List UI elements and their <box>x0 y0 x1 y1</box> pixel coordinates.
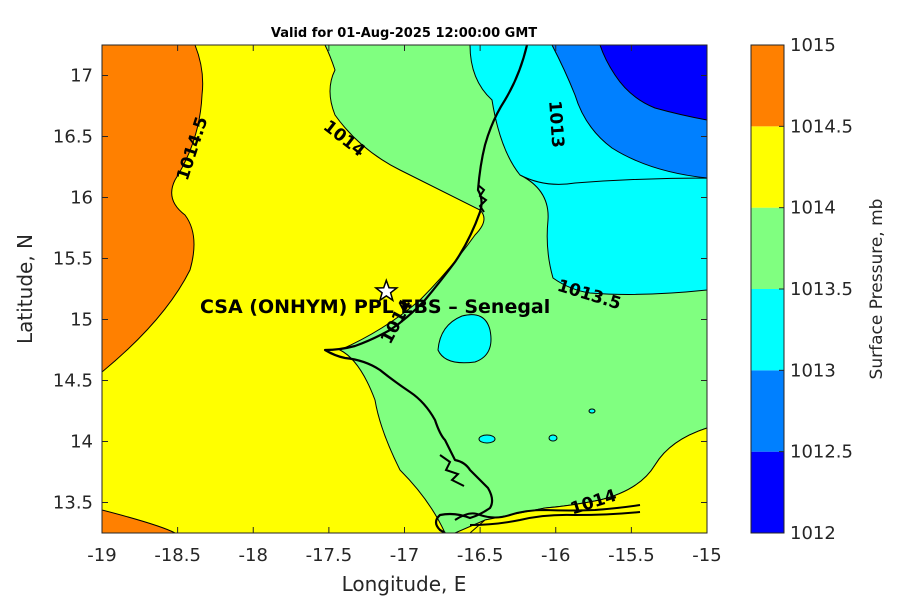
y-tick-label: 17 <box>70 66 93 87</box>
site-marker: CSA (ONHYM) PPL EBS – Senegal <box>200 278 550 318</box>
pressure-small-cell-2 <box>548 434 558 442</box>
coastline-delta <box>477 184 488 213</box>
colorbar-swatch <box>751 126 784 208</box>
x-tick-label: -18 <box>239 545 268 566</box>
gambia-border-south <box>469 511 641 526</box>
y-tick-label: 14 <box>70 432 93 453</box>
map-plot-area <box>102 45 707 533</box>
colorbar: 1012 1012.5 1013 1013.5 1014 1014.5 1015 <box>750 35 853 544</box>
pressure-small-cell-1 <box>478 434 496 444</box>
site-label: CSA (ONHYM) PPL EBS – Senegal <box>200 296 550 318</box>
y-tick-label: 15 <box>70 310 93 331</box>
y-tick-label: 14.5 <box>53 371 93 392</box>
colorbar-tick-label: 1013.5 <box>790 279 853 300</box>
contour-label: 1013 <box>544 100 567 149</box>
pressure-band-1012 <box>599 45 707 121</box>
x-axis-label: Longitude, E <box>342 572 467 596</box>
y-axis-label: Latitude, N <box>13 234 37 344</box>
colorbar-tick-label: 1015 <box>790 35 836 56</box>
y-tick-label: 16 <box>70 188 93 209</box>
colorbar-swatch <box>751 207 784 289</box>
x-tick-label: -18.5 <box>154 545 201 566</box>
coastline <box>323 45 529 533</box>
x-tick-label: -16 <box>541 545 570 566</box>
colorbar-tick-label: 1014 <box>790 198 836 219</box>
x-tick-label: -15 <box>692 545 721 566</box>
gambia-border <box>454 504 641 521</box>
coastline-islands <box>439 454 465 487</box>
colorbar-tick-label: 1013 <box>790 360 836 381</box>
y-axis-ticks: 13.5 14 14.5 15 15.5 16 16.5 17 <box>53 66 707 514</box>
colorbar-swatch <box>751 451 784 533</box>
colorbar-tick-label: 1012.5 <box>790 442 853 463</box>
y-tick-label: 15.5 <box>53 249 93 270</box>
x-tick-label: -17.5 <box>306 545 353 566</box>
chart-title: Valid for 01-Aug-2025 12:00:00 GMT <box>271 26 537 41</box>
pressure-small-cell-3 <box>588 408 596 414</box>
colorbar-swatch <box>751 289 784 371</box>
x-tick-label: -15.5 <box>608 545 655 566</box>
pressure-band-1014-5-northwest <box>102 45 204 373</box>
x-tick-label: -19 <box>87 545 116 566</box>
colorbar-tick-label: 1014.5 <box>790 116 853 137</box>
y-tick-label: 13.5 <box>53 493 93 514</box>
colorbar-swatch <box>751 45 784 127</box>
pressure-low-cell <box>437 314 492 364</box>
y-tick-label: 16.5 <box>53 127 93 148</box>
x-tick-label: -17 <box>390 545 419 566</box>
site-star-icon <box>373 278 399 303</box>
colorbar-tick-label: 1012 <box>790 523 836 544</box>
colorbar-swatch <box>751 370 784 452</box>
x-tick-label: -16.5 <box>457 545 504 566</box>
x-axis-ticks: -19 -18.5 -18 -17.5 -17 -16.5 -16 -15.5 -15 <box>87 45 722 566</box>
colorbar-label: Surface Pressure, mb <box>867 199 887 380</box>
